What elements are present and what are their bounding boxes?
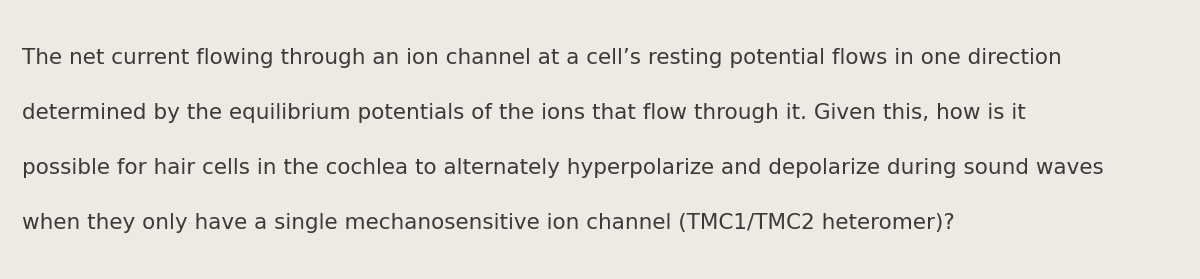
Text: determined by the equilibrium potentials of the ions that flow through it. Given: determined by the equilibrium potentials… bbox=[22, 103, 1026, 123]
Text: when they only have a single mechanosensitive ion channel (TMC1/TMC2 heteromer)?: when they only have a single mechanosens… bbox=[22, 213, 955, 233]
Text: The net current flowing through an ion channel at a cell’s resting potential flo: The net current flowing through an ion c… bbox=[22, 48, 1062, 68]
Text: possible for hair cells in the cochlea to alternately hyperpolarize and depolari: possible for hair cells in the cochlea t… bbox=[22, 158, 1104, 178]
